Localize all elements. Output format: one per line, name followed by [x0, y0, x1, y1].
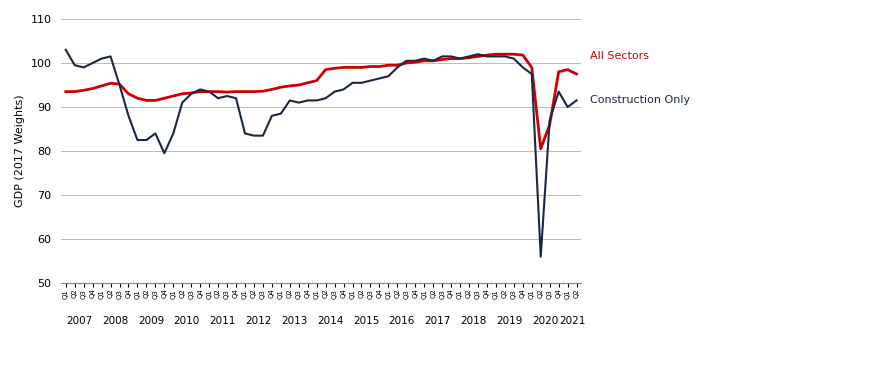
Text: 2018: 2018	[460, 316, 487, 326]
Text: 2016: 2016	[389, 316, 415, 326]
Text: 2020: 2020	[532, 316, 558, 326]
Text: 2008: 2008	[102, 316, 128, 326]
Text: 2012: 2012	[245, 316, 272, 326]
Text: 2014: 2014	[317, 316, 343, 326]
Text: 2019: 2019	[496, 316, 522, 326]
Text: 2017: 2017	[425, 316, 450, 326]
Text: 2009: 2009	[138, 316, 164, 326]
Text: 2007: 2007	[66, 316, 92, 326]
Text: 2010: 2010	[173, 316, 200, 326]
Text: All Sectors: All Sectors	[590, 51, 649, 61]
Text: 2015: 2015	[353, 316, 379, 326]
Text: 2021: 2021	[559, 316, 585, 326]
Text: Construction Only: Construction Only	[590, 95, 690, 105]
Text: 2011: 2011	[210, 316, 235, 326]
Y-axis label: GDP (2017 Weights): GDP (2017 Weights)	[15, 95, 25, 207]
Text: 2013: 2013	[281, 316, 307, 326]
